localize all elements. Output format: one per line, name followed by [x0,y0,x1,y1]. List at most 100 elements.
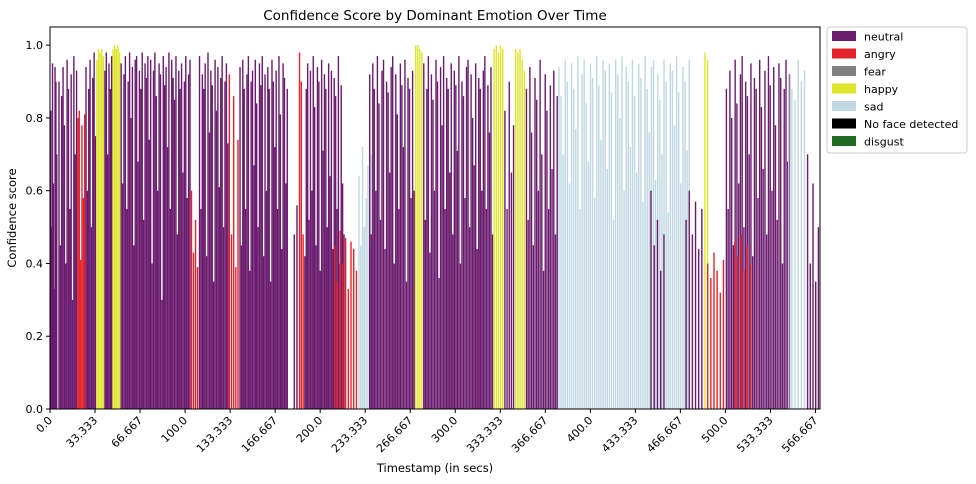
bar-neutral [155,96,157,410]
bar-neutral [66,59,68,410]
bar-neutral [771,190,773,409]
bar-neutral [764,70,766,409]
bar-neutral [154,52,156,409]
bar-neutral [70,74,72,410]
legend-swatch-happy [832,83,856,94]
bar-sad [640,77,642,410]
bar-neutral [242,59,244,410]
bar-happy [99,52,101,409]
bar-neutral [774,125,777,409]
bar-neutral [390,67,392,410]
bar-neutral [423,63,425,409]
bar-neutral [105,52,107,409]
legend-label: fear [864,66,886,79]
bar-neutral [126,208,128,409]
y-tick-label: 0.2 [26,330,44,343]
bar-neutral [525,88,528,409]
bar-neutral [444,208,446,409]
bar-neutral [529,67,531,410]
bar-sad [361,147,364,409]
legend: neutral angry fear happy sad No face detected… [826,26,968,154]
bar-neutral [326,227,328,409]
bar-happy [117,45,119,409]
bar-neutral [392,56,394,409]
bar-angry [300,81,303,409]
bar-sad [678,92,680,410]
bar-neutral [452,234,454,409]
bar-happy [114,45,116,409]
bar-neutral [59,245,62,409]
bar-neutral [660,270,662,409]
bar-neutral [424,219,426,409]
bar-neutral [544,74,546,410]
bar-neutral [127,81,129,409]
bar-neutral [413,190,415,409]
bar-sad [686,150,688,409]
bar-neutral [459,263,462,409]
bar-neutral [378,103,380,410]
bar-neutral [462,96,465,410]
bar-neutral [508,81,510,409]
bar-neutral [218,187,221,409]
bar-neutral [104,70,106,409]
bar-angry [743,270,745,409]
bar-neutral [327,63,330,409]
legend-label: neutral [864,31,903,44]
bar-neutral [282,63,284,409]
bar-neutral [372,63,374,409]
bar-neutral [173,99,176,409]
bar-neutral [207,52,209,409]
bar-sad [614,59,617,410]
bar-neutral [254,59,257,410]
bar-neutral [458,56,460,409]
bar-neutral [787,161,789,409]
bar-neutral [433,190,436,409]
bar-neutral [471,117,474,409]
bar-sad [564,59,566,410]
bar-sad [654,179,657,409]
bar-neutral [71,299,74,409]
bar-neutral [697,248,700,409]
bar-neutral [253,165,255,409]
bar-neutral [162,56,164,409]
bar-happy [118,52,121,409]
bar-neutral [806,154,809,409]
bar-neutral [133,245,135,409]
bar-sad [560,96,562,410]
bar-neutral [311,190,313,409]
bar-neutral [553,70,555,409]
bar-angry [740,234,742,409]
bar-neutral [753,77,756,410]
bar-angry [194,219,197,409]
legend-label: angry [864,48,896,61]
bar-neutral [179,88,181,409]
bar-sad [797,59,799,410]
bar-neutral [759,59,761,410]
bar-neutral [439,67,442,410]
bar-neutral [120,63,122,409]
bar-sad [367,165,369,409]
bar-sad [591,77,594,410]
bar-neutral [441,125,443,409]
bar-neutral [62,67,64,410]
bar-neutral [161,299,163,409]
bar-angry [719,292,722,409]
plot-frame [49,26,821,410]
bar-happy [523,70,526,409]
bar-neutral [189,59,191,410]
bar-angry [196,267,199,409]
bar-neutral [482,70,485,409]
bar-neutral [541,154,543,409]
bar-angry [355,270,358,409]
bar-happy [97,48,100,409]
bar-neutral [187,74,190,410]
bar-neutral [203,88,205,409]
bar-angry [190,190,193,409]
bar-angry [734,241,736,409]
bar-neutral [147,56,149,409]
bar-sad [623,190,625,409]
bar-sad [675,56,678,409]
bar-neutral [333,77,335,410]
bar-neutral [510,172,513,409]
bar-neutral [152,70,155,409]
